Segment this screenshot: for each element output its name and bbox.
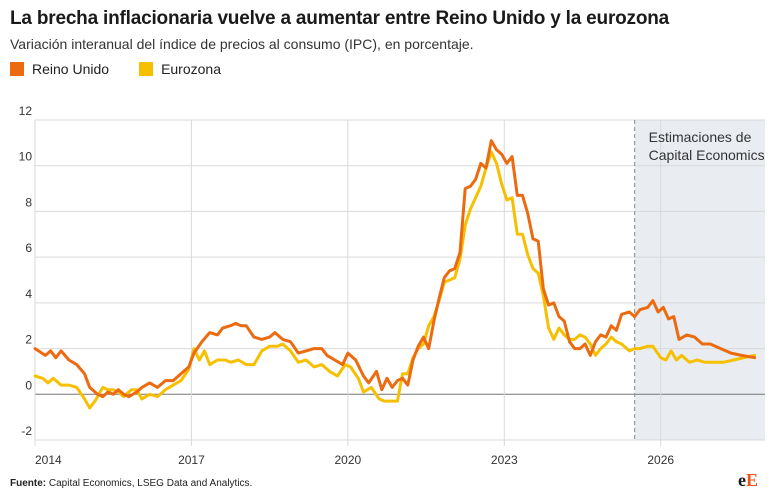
forecast-label-line2: Capital Economics bbox=[649, 147, 765, 163]
chart-title: La brecha inflacionaria vuelve a aumenta… bbox=[10, 8, 670, 29]
logo-part2: E bbox=[746, 470, 759, 490]
forecast-region bbox=[634, 120, 765, 440]
chart-subtitle: Variación interanual del índice de preci… bbox=[10, 36, 474, 52]
x-tick-label: 2017 bbox=[178, 453, 205, 467]
y-tick-label: 10 bbox=[19, 150, 33, 164]
y-tick-label: 2 bbox=[25, 333, 32, 347]
legend-item-ez: Eurozona bbox=[139, 61, 221, 77]
source-text: Capital Economics, LSEG Data and Analyti… bbox=[48, 478, 253, 489]
legend-swatch-ez bbox=[139, 62, 154, 76]
logo-icon: eE bbox=[738, 470, 758, 491]
legend-label-uk: Reino Unido bbox=[32, 61, 110, 77]
legend-label-ez: Eurozona bbox=[161, 61, 221, 77]
source-note: Fuente: Capital Economics, LSEG Data and… bbox=[10, 478, 252, 489]
source-label: Fuente: bbox=[10, 478, 47, 489]
forecast-label-line1: Estimaciones de bbox=[649, 129, 752, 145]
legend-item-uk: Reino Unido bbox=[10, 61, 109, 77]
y-tick-label: 0 bbox=[25, 378, 32, 392]
y-tick-label: -2 bbox=[21, 424, 32, 438]
x-tick-label: 2023 bbox=[491, 453, 518, 467]
legend: Reino Unido Eurozona bbox=[10, 61, 221, 77]
x-tick-label: 2014 bbox=[35, 453, 62, 467]
x-tick-label: 2026 bbox=[647, 453, 674, 467]
legend-swatch-uk bbox=[10, 62, 24, 76]
series-line-uk bbox=[33, 139, 757, 399]
y-tick-label: 8 bbox=[25, 195, 32, 209]
y-tick-label: 12 bbox=[19, 104, 33, 118]
logo-part1: e bbox=[738, 470, 746, 490]
y-tick-label: 4 bbox=[25, 287, 32, 301]
y-tick-label: 6 bbox=[25, 241, 32, 255]
x-tick-label: 2020 bbox=[335, 453, 362, 467]
